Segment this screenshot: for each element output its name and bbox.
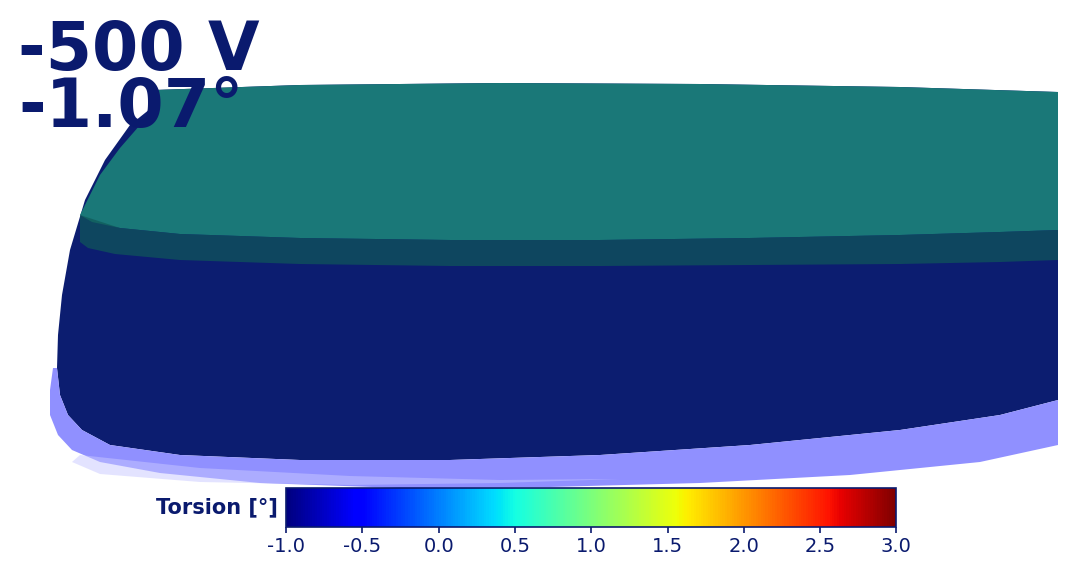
Polygon shape [50,368,1058,488]
Text: -500 V: -500 V [18,18,259,84]
Polygon shape [72,455,620,485]
Text: -1.07°: -1.07° [18,75,243,141]
Polygon shape [80,83,1058,240]
Text: Torsion [°]: Torsion [°] [156,498,278,517]
Polygon shape [57,83,1058,460]
Polygon shape [80,215,1058,266]
